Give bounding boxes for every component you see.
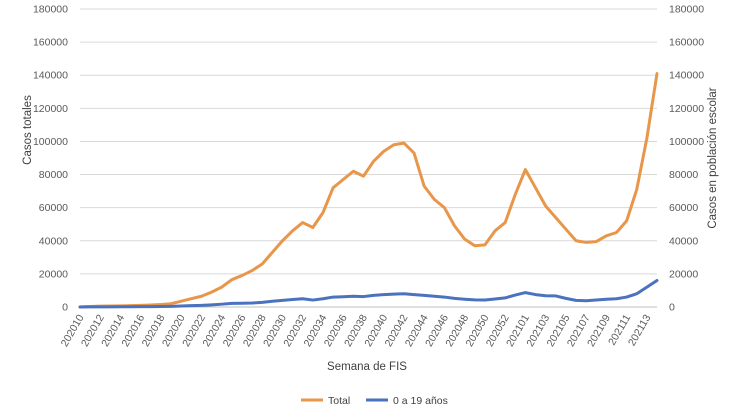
legend: Total 0 a 19 años bbox=[301, 395, 448, 407]
legend-label-total: Total bbox=[328, 395, 350, 407]
y-tick-label-left: 40000 bbox=[39, 235, 68, 247]
y-tick-label-right: 180000 bbox=[669, 4, 704, 16]
y-tick-label-left: 80000 bbox=[39, 169, 68, 181]
y-tick-label-left: 180000 bbox=[33, 4, 68, 16]
y-axis-title-left: Casos totales bbox=[22, 95, 34, 165]
series-lines bbox=[78, 72, 659, 309]
y-tick-label-left: 0 bbox=[62, 302, 68, 314]
left-y-axis-ticks: 0 20000 40000 60000 80000 100000 120000 140000 1… bbox=[33, 4, 68, 314]
right-y-axis-ticks: 0 20000 40000 60000 80000 100000 120000 140000 1… bbox=[669, 4, 704, 314]
y-tick-label-right: 0 bbox=[669, 302, 675, 314]
y-tick-label-right: 80000 bbox=[669, 169, 698, 181]
y-tick-label-left: 120000 bbox=[33, 103, 68, 115]
y-tick-label-left: 140000 bbox=[33, 70, 68, 82]
y-tick-label-right: 120000 bbox=[669, 103, 704, 115]
y-tick-label-right: 40000 bbox=[669, 235, 698, 247]
y-axis-title-right: Casos en población escolar bbox=[707, 87, 719, 228]
y-tick-label-right: 160000 bbox=[669, 37, 704, 49]
series-line-0-19 bbox=[78, 279, 659, 309]
y-tick-label-right: 100000 bbox=[669, 136, 704, 148]
series-line-total bbox=[78, 72, 659, 309]
y-tick-label-left: 100000 bbox=[33, 136, 68, 148]
y-tick-label-left: 20000 bbox=[39, 268, 68, 280]
y-tick-label-right: 20000 bbox=[669, 268, 698, 280]
legend-label-0-19: 0 a 19 años bbox=[393, 395, 448, 407]
y-tick-label-left: 160000 bbox=[33, 37, 68, 49]
y-tick-label-right: 140000 bbox=[669, 70, 704, 82]
y-tick-label-right: 60000 bbox=[669, 202, 698, 214]
gridlines bbox=[80, 8, 657, 275]
y-tick-label-left: 60000 bbox=[39, 202, 68, 214]
x-axis-title: Semana de FIS bbox=[327, 361, 407, 373]
